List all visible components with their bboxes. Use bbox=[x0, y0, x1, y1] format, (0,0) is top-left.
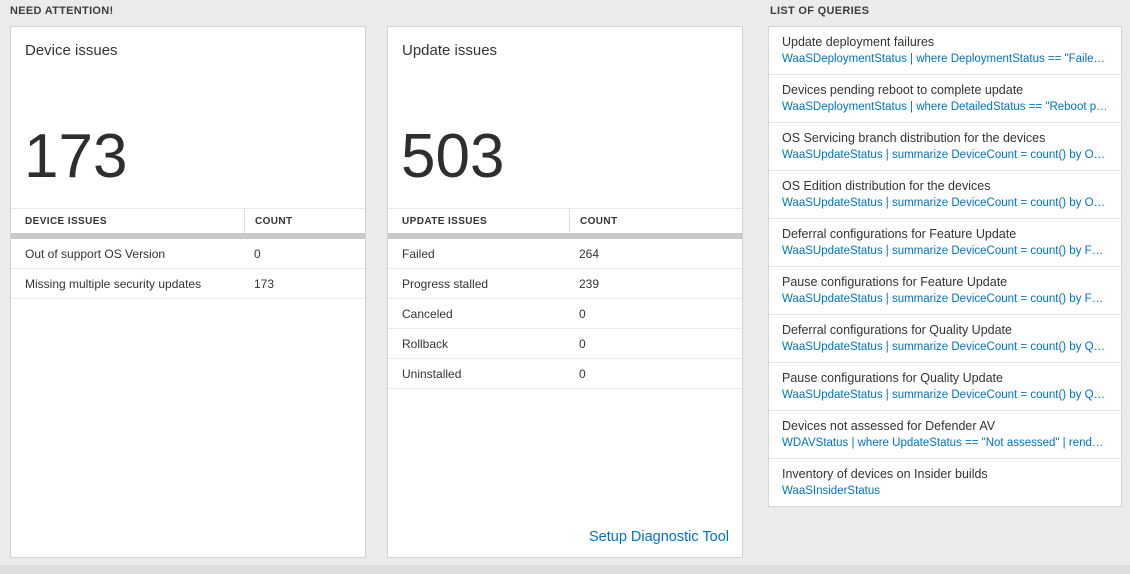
query-title: Devices pending reboot to complete updat… bbox=[782, 83, 1024, 97]
query-title: Deferral configurations for Feature Upda… bbox=[782, 227, 1017, 241]
query-text: WaaSUpdateStatus | summarize DeviceCount… bbox=[782, 149, 1108, 161]
device-card-title: Device issues bbox=[25, 42, 118, 59]
query-list-item[interactable]: OS Servicing branch distribution for the… bbox=[769, 123, 1121, 171]
row-label: Uninstalled bbox=[402, 366, 462, 381]
update-table-rows: Failed 264 Progress stalled 239 Canceled… bbox=[388, 239, 742, 389]
row-count: 264 bbox=[579, 246, 600, 261]
horizontal-scrollbar[interactable] bbox=[0, 565, 1130, 574]
table-row[interactable]: Rollback 0 bbox=[388, 329, 742, 359]
table-row[interactable]: Progress stalled 239 bbox=[388, 269, 742, 299]
row-label: Missing multiple security updates bbox=[25, 276, 202, 291]
query-title: OS Edition distribution for the devices bbox=[782, 179, 991, 193]
row-label: Canceled bbox=[402, 306, 453, 321]
setup-diagnostic-tool-link[interactable]: Setup Diagnostic Tool bbox=[589, 529, 729, 545]
query-list-item[interactable]: Deferral configurations for Quality Upda… bbox=[769, 315, 1121, 363]
table-row[interactable]: Canceled 0 bbox=[388, 299, 742, 329]
update-issues-total: 503 bbox=[401, 122, 505, 191]
query-list-item[interactable]: Deferral configurations for Feature Upda… bbox=[769, 219, 1121, 267]
query-text: WaaSUpdateStatus | summarize DeviceCount… bbox=[782, 341, 1108, 353]
table-row[interactable]: Failed 264 bbox=[388, 239, 742, 269]
row-label: Failed bbox=[402, 246, 435, 261]
row-count: 0 bbox=[254, 246, 261, 261]
device-issues-card: Device issues 173 DEVICE ISSUES COUNT Ou… bbox=[10, 26, 366, 558]
row-label: Out of support OS Version bbox=[25, 246, 166, 261]
update-card-title: Update issues bbox=[402, 42, 498, 59]
query-title: Inventory of devices on Insider builds bbox=[782, 467, 988, 481]
device-issues-table: DEVICE ISSUES COUNT Out of support OS Ve… bbox=[11, 208, 365, 299]
query-list-item[interactable]: OS Edition distribution for the devices … bbox=[769, 171, 1121, 219]
query-title: Pause configurations for Quality Update bbox=[782, 371, 1003, 385]
row-count: 239 bbox=[579, 276, 600, 291]
query-text: WaaSUpdateStatus | summarize DeviceCount… bbox=[782, 197, 1108, 209]
query-list-item[interactable]: Pause configurations for Quality Update … bbox=[769, 363, 1121, 411]
row-count: 173 bbox=[254, 276, 275, 291]
column-header-count[interactable]: COUNT bbox=[569, 209, 742, 233]
row-label: Progress stalled bbox=[402, 276, 489, 291]
column-header-count[interactable]: COUNT bbox=[244, 209, 365, 233]
row-count: 0 bbox=[579, 306, 586, 321]
query-list-item[interactable]: Inventory of devices on Insider builds W… bbox=[769, 459, 1121, 506]
table-row[interactable]: Out of support OS Version 0 bbox=[11, 239, 365, 269]
section-title-list-of-queries: LIST OF QUERIES bbox=[770, 5, 870, 17]
query-list-item[interactable]: Update deployment failures WaaSDeploymen… bbox=[769, 27, 1121, 75]
query-text: WaaSDeploymentStatus | where DeploymentS… bbox=[782, 53, 1108, 65]
query-text: WDAVStatus | where UpdateStatus == "Not … bbox=[782, 437, 1108, 449]
update-issues-card: Update issues 503 UPDATE ISSUES COUNT Fa… bbox=[387, 26, 743, 558]
table-row[interactable]: Uninstalled 0 bbox=[388, 359, 742, 389]
grid-divider-bar bbox=[11, 233, 365, 239]
table-row[interactable]: Missing multiple security updates 173 bbox=[11, 269, 365, 299]
column-header-device-issues[interactable]: DEVICE ISSUES bbox=[25, 215, 107, 227]
device-table-rows: Out of support OS Version 0 Missing mult… bbox=[11, 239, 365, 299]
column-header-update-issues[interactable]: UPDATE ISSUES bbox=[402, 215, 488, 227]
query-list-item[interactable]: Devices pending reboot to complete updat… bbox=[769, 75, 1121, 123]
query-title: Deferral configurations for Quality Upda… bbox=[782, 323, 1012, 337]
update-table-header: UPDATE ISSUES COUNT bbox=[388, 208, 742, 233]
section-title-need-attention: NEED ATTENTION! bbox=[10, 5, 114, 17]
row-label: Rollback bbox=[402, 336, 449, 351]
query-title: Update deployment failures bbox=[782, 35, 935, 49]
query-list-item[interactable]: Pause configurations for Feature Update … bbox=[769, 267, 1121, 315]
query-text: WaaSUpdateStatus | summarize DeviceCount… bbox=[782, 389, 1108, 401]
query-text: WaaSDeploymentStatus | where DetailedSta… bbox=[782, 101, 1108, 113]
device-table-header: DEVICE ISSUES COUNT bbox=[11, 208, 365, 233]
query-title: Devices not assessed for Defender AV bbox=[782, 419, 996, 433]
query-text: WaaSInsiderStatus bbox=[782, 485, 881, 497]
row-count: 0 bbox=[579, 336, 586, 351]
query-list: Update deployment failures WaaSDeploymen… bbox=[769, 27, 1121, 506]
query-list-item[interactable]: Devices not assessed for Defender AV WDA… bbox=[769, 411, 1121, 459]
row-count: 0 bbox=[579, 366, 586, 381]
query-text: WaaSUpdateStatus | summarize DeviceCount… bbox=[782, 293, 1108, 305]
update-issues-table: UPDATE ISSUES COUNT Failed 264 Progress … bbox=[388, 208, 742, 389]
query-text: WaaSUpdateStatus | summarize DeviceCount… bbox=[782, 245, 1108, 257]
grid-divider-bar bbox=[388, 233, 742, 239]
query-title: OS Servicing branch distribution for the… bbox=[782, 131, 1046, 145]
list-of-queries-card: Update deployment failures WaaSDeploymen… bbox=[768, 26, 1122, 507]
device-issues-total: 173 bbox=[24, 122, 128, 191]
query-title: Pause configurations for Feature Update bbox=[782, 275, 1008, 289]
